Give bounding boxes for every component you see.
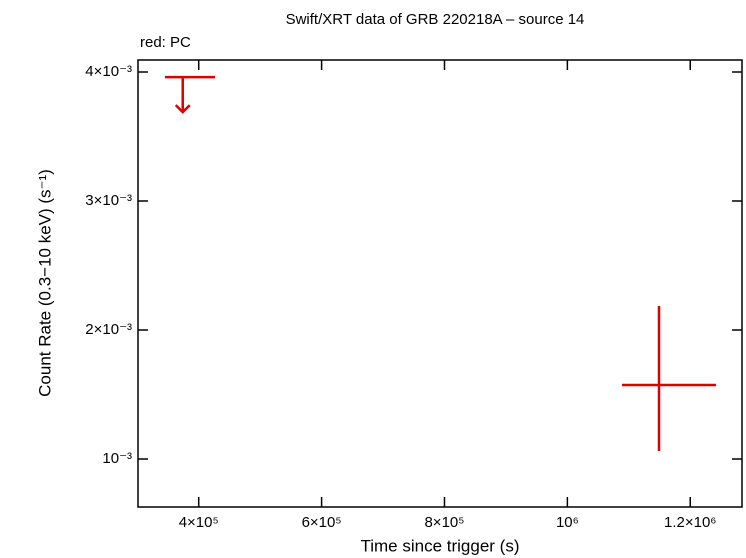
- x-axis-label: Time since trigger (s): [360, 536, 519, 555]
- x-tick-label: 1.2×10⁶: [664, 514, 716, 531]
- x-tick-label: 8×10⁵: [424, 514, 464, 531]
- plot-frame: [137, 59, 743, 508]
- x-tick-label: 4×10⁵: [179, 514, 219, 531]
- chart-title: Swift/XRT data of GRB 220218A – source 1…: [286, 11, 585, 28]
- y-tick-label: 2×10⁻³: [85, 321, 132, 338]
- y-tick-label: 3×10⁻³: [85, 192, 132, 209]
- x-tick-label: 10⁶: [556, 514, 579, 531]
- y-axis-label: Count Rate (0.3−10 keV) (s⁻¹): [35, 169, 54, 397]
- y-tick-label: 10⁻³: [102, 450, 132, 467]
- x-tick-label: 6×10⁵: [302, 514, 342, 531]
- y-tick-label: 4×10⁻³: [85, 63, 132, 80]
- legend-entry: red: PC: [140, 34, 191, 51]
- upper-limit-arrow: [174, 77, 191, 114]
